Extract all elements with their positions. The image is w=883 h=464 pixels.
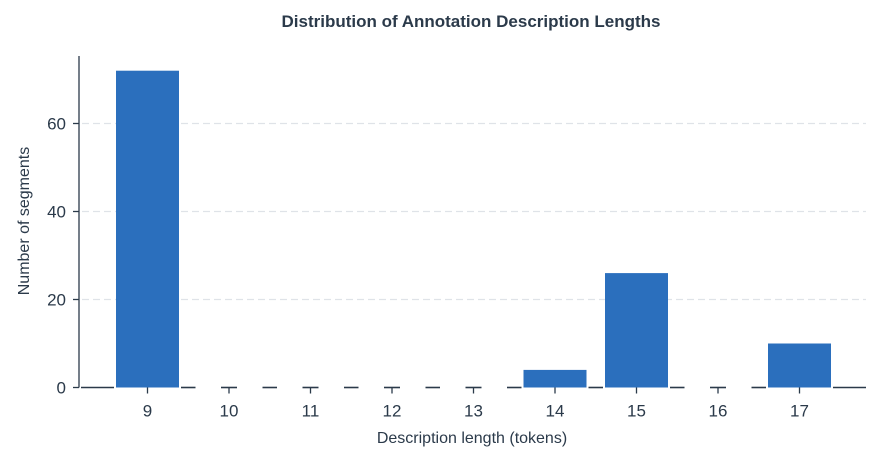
x-tick-label-15: 15 [627,402,646,421]
x-tick-label-16: 16 [709,402,728,421]
bars [116,70,831,389]
x-tick-label-9: 9 [143,402,152,421]
y-axis-label: Number of segments [16,147,33,296]
bar-17 [768,343,831,388]
y-tick-label-40: 40 [47,203,66,222]
x-tick-label-10: 10 [220,402,239,421]
x-tick-label-11: 11 [302,402,320,421]
chart-title: Distribution of Annotation Description L… [281,12,660,31]
y-tick-label-0: 0 [57,379,66,398]
x-tick-label-13: 13 [464,402,483,421]
y-tick-label-60: 60 [47,115,66,134]
grid-lines [82,122,866,301]
x-tick-label-12: 12 [383,402,402,421]
bar-14 [523,369,587,388]
bar-9 [116,70,179,388]
bar-15 [605,273,668,388]
x-ticks: 9 10 11 12 13 14 15 16 17 [143,387,809,421]
y-ticks: 0 20 40 60 [47,115,79,398]
x-tick-label-17: 17 [790,402,809,421]
y-tick-label-20: 20 [47,291,66,310]
x-axis-label: Description length (tokens) [377,430,567,447]
x-tick-label-14: 14 [546,402,565,421]
